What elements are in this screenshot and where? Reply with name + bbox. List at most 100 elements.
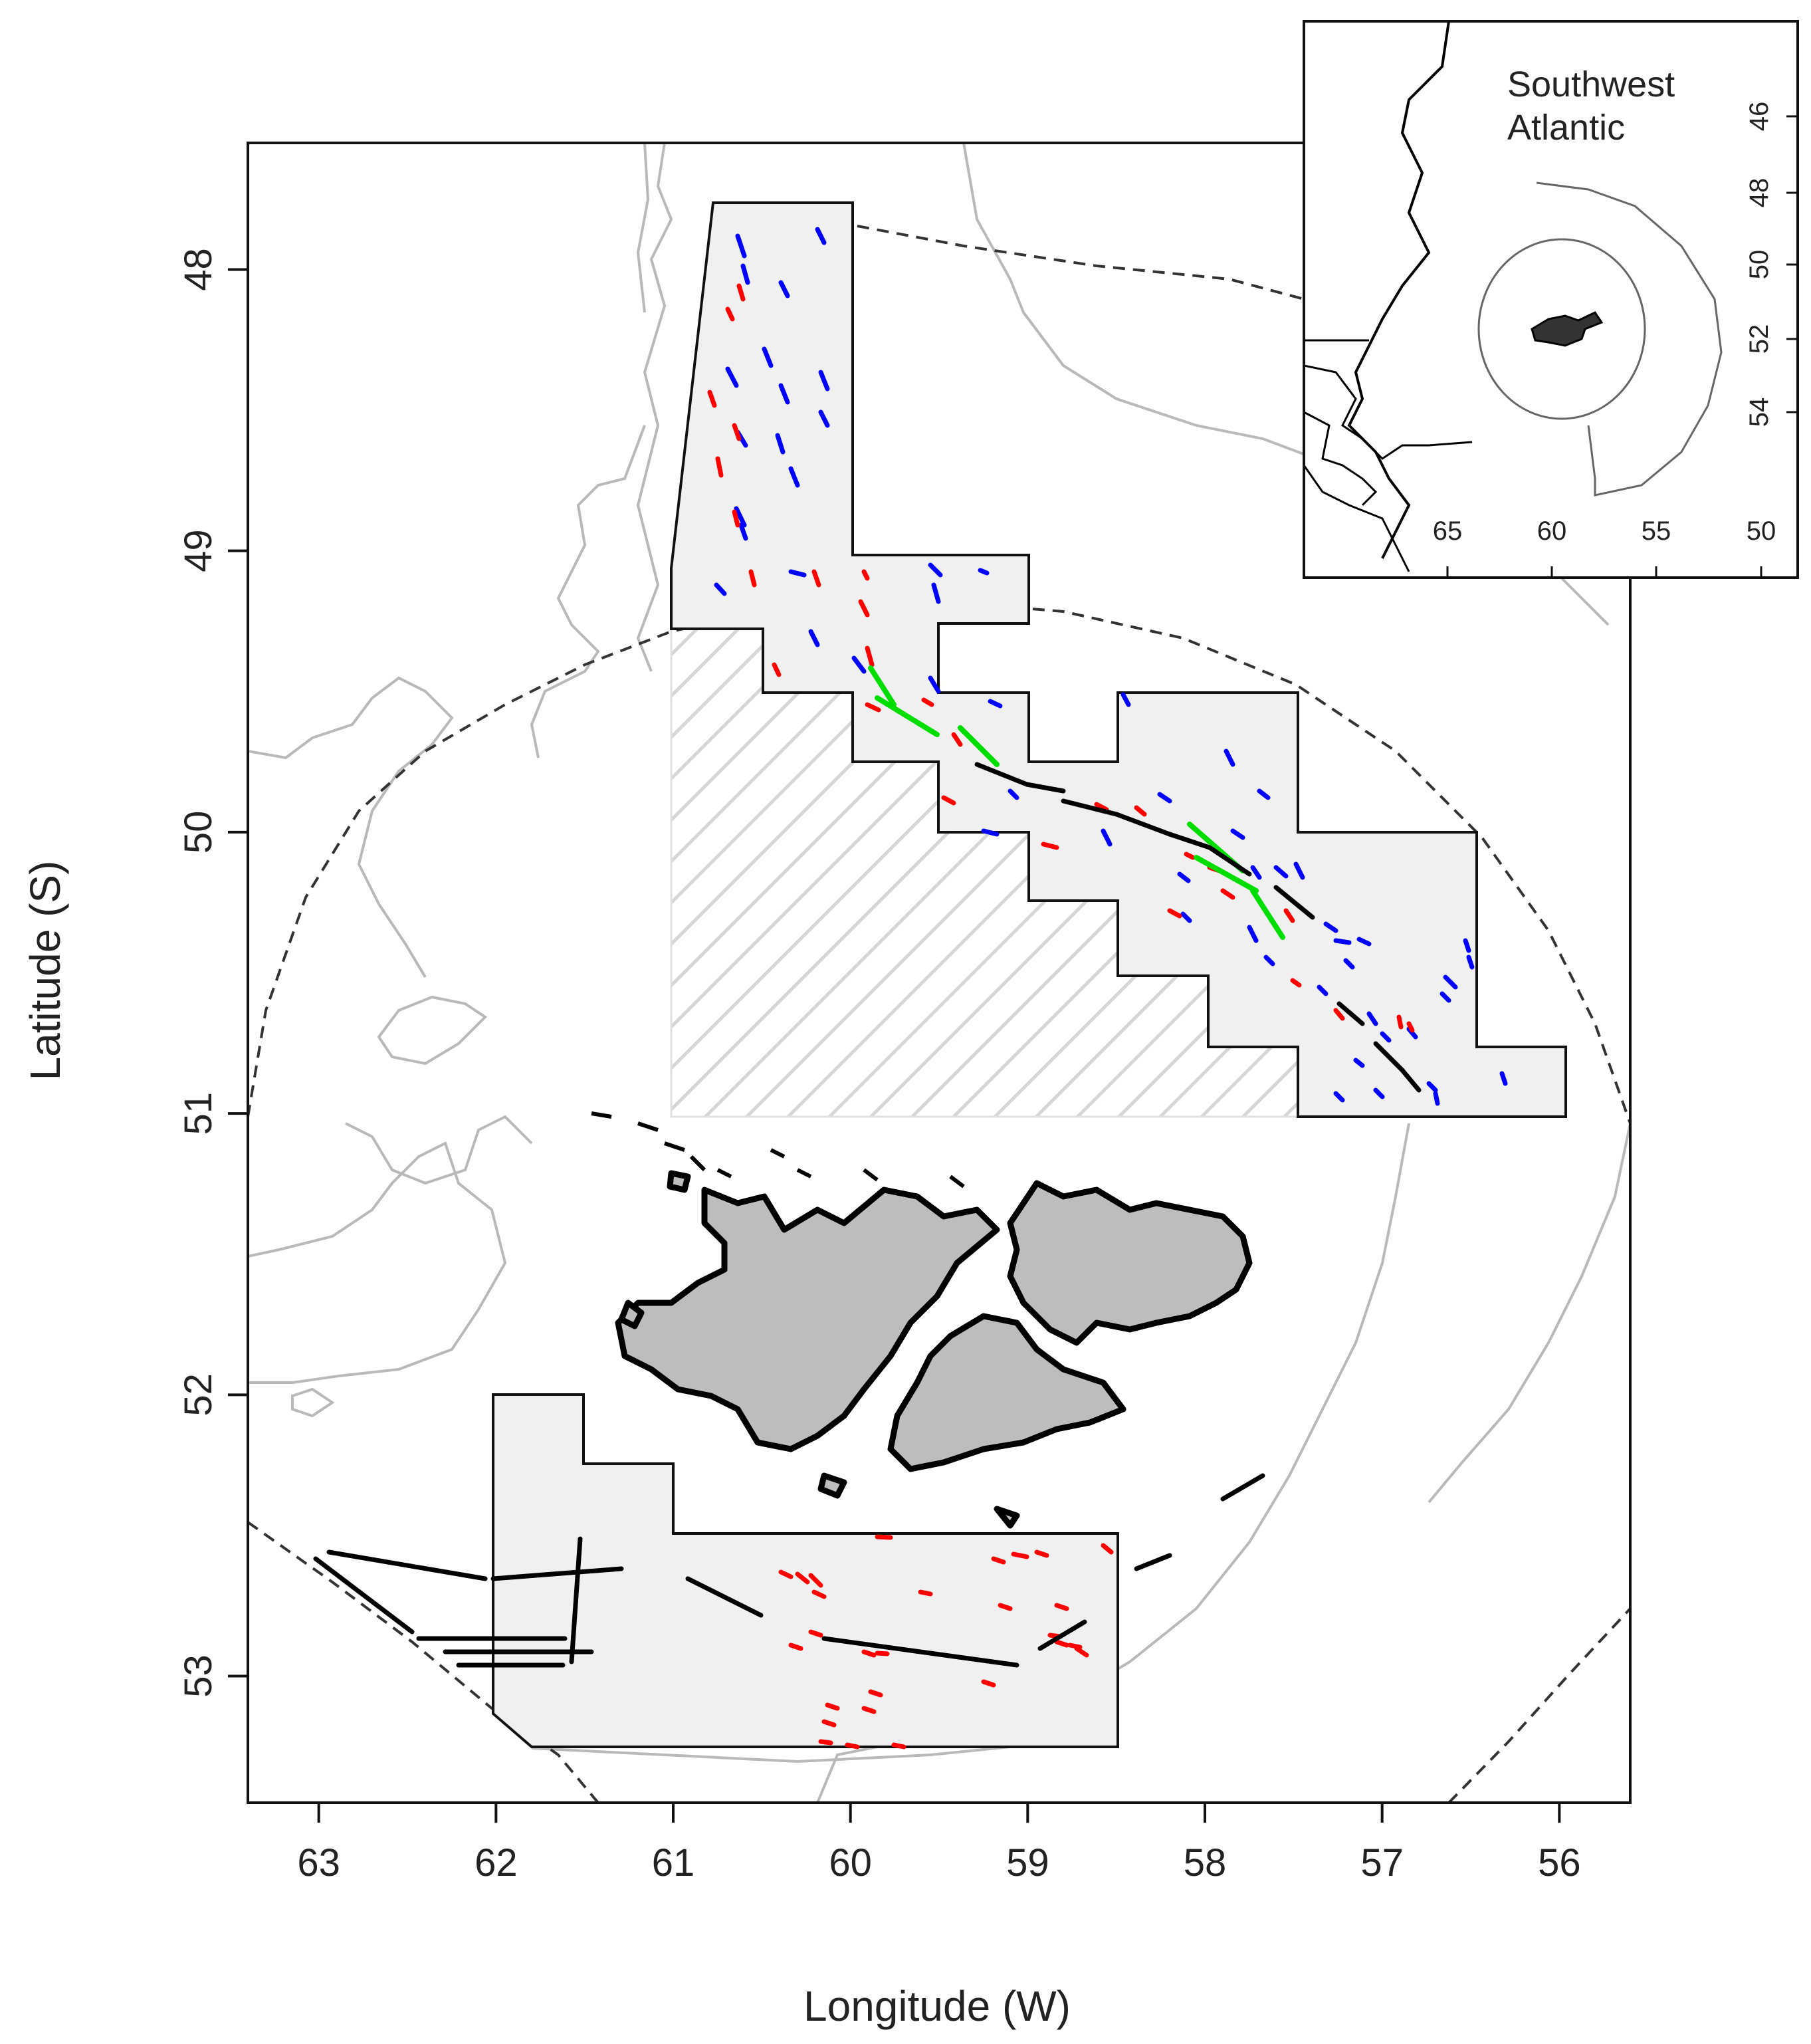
blue-track-segment	[1366, 1011, 1378, 1026]
black-track-segment	[1220, 1473, 1265, 1502]
green-track-segment	[875, 695, 940, 737]
red-track-segment	[845, 1742, 860, 1750]
red-track-segment	[891, 1742, 906, 1750]
inset-x-tick-label: 65	[1433, 516, 1463, 546]
isobath-north	[636, 143, 673, 672]
red-track-segment	[875, 1650, 890, 1656]
black-track-segment	[1024, 782, 1066, 794]
inset-x-tick-label: 60	[1537, 516, 1567, 546]
red-track-segment	[941, 795, 956, 806]
islet-2	[817, 1472, 847, 1499]
inset-zone-circle	[1477, 238, 1646, 420]
red-track-segment	[732, 509, 740, 528]
blue-track-segment	[1356, 937, 1372, 947]
blue-track-segment	[931, 582, 941, 604]
inset-y-axis: 46 48 50 52 54	[1745, 102, 1798, 427]
blue-track-segment	[1177, 871, 1191, 883]
red-track-segment	[811, 569, 821, 588]
zone-boundary-southeast	[1447, 1607, 1630, 1803]
blue-track-segment	[1317, 984, 1329, 996]
zone-boundary	[248, 225, 1630, 1803]
islet-4	[994, 1506, 1020, 1529]
blue-track-segment	[788, 466, 800, 488]
y-tick-label: 51	[177, 1092, 220, 1135]
blue-track-segment	[1008, 788, 1019, 800]
north-fishing-zone	[670, 201, 1567, 1118]
red-track-segment	[1094, 802, 1109, 812]
zone-boundary-circle	[248, 600, 1630, 1124]
inset-y-tick-label: 52	[1745, 324, 1774, 354]
isobath-north-inner	[636, 143, 650, 313]
red-track-segment	[1054, 1603, 1069, 1611]
inset-title-line2: Atlantic	[1507, 108, 1625, 148]
blue-track-segment	[1257, 788, 1271, 800]
blue-track-segment	[1224, 748, 1235, 767]
blue-track-segment	[1499, 1071, 1508, 1086]
blue-track-segment	[1263, 955, 1275, 966]
y-tick-label: 52	[177, 1373, 220, 1417]
red-track-segment	[736, 283, 746, 302]
red-track-segment	[1333, 1008, 1345, 1021]
green-track-segment	[1250, 888, 1285, 940]
inset-y-tick-label: 50	[1745, 250, 1774, 280]
red-track-segment	[1167, 908, 1182, 919]
blue-track-segment	[738, 522, 748, 541]
black-track-segment	[1037, 1619, 1087, 1651]
red-track-segment	[861, 569, 870, 581]
black-track-segment	[1207, 845, 1252, 877]
blue-track-segment	[1120, 692, 1131, 707]
y-tick-label: 50	[177, 811, 220, 854]
blue-track-segment	[1380, 1031, 1392, 1043]
black-track-segment	[685, 1576, 764, 1618]
x-tick-label: 57	[1360, 1841, 1404, 1884]
isobath-far-east	[1428, 1123, 1630, 1504]
zone-boundary-southwest	[248, 1521, 599, 1803]
survey-tracks	[313, 227, 1508, 1750]
blue-track-segment	[1433, 1091, 1440, 1106]
red-track-segment	[998, 1603, 1013, 1611]
blue-track-segment	[734, 506, 747, 528]
green-track-segment	[868, 665, 897, 707]
red-track-segment	[748, 569, 757, 588]
black-track-segment	[326, 1549, 488, 1581]
inset-y-tick-label: 48	[1745, 178, 1774, 208]
black-track-segment	[569, 1536, 583, 1664]
blue-track-segment	[762, 346, 774, 368]
x-tick-label: 62	[475, 1841, 518, 1884]
inset-x-axis: 65 60 55 50	[1433, 516, 1776, 578]
blue-track-segment	[1439, 991, 1451, 1003]
blue-track-segment	[788, 569, 807, 578]
red-track-segment	[865, 702, 881, 713]
isobath-west-lower	[248, 1141, 507, 1384]
red-track-segment	[825, 1702, 840, 1711]
inset-y-tick-label: 46	[1745, 102, 1774, 132]
islet-1	[618, 1300, 645, 1329]
inset-falklands	[1531, 311, 1604, 347]
islet-3	[667, 1170, 691, 1193]
red-track-segment	[1054, 1639, 1069, 1648]
black-track-segment	[313, 1556, 415, 1635]
red-track-segment	[808, 1573, 823, 1588]
black-track-segment	[974, 762, 1029, 787]
red-track-segment	[821, 1719, 837, 1728]
isobath-west-bank	[530, 425, 646, 758]
red-track-segment	[858, 599, 870, 618]
red-track-segment	[707, 390, 717, 408]
blue-track-segment	[725, 366, 739, 388]
red-track-segment	[865, 645, 875, 667]
blue-track-segment	[988, 699, 1003, 709]
blue-track-segment	[778, 280, 790, 298]
inset-map: Southwest Atlantic 65 60 55 50 46 48 50 52 54	[1303, 20, 1799, 579]
blue-track-segment	[981, 828, 1000, 837]
red-track-segment	[981, 1679, 996, 1688]
blue-track-segment	[1426, 1081, 1438, 1093]
x-tick-label: 63	[297, 1841, 340, 1884]
black-track-segment	[1061, 798, 1119, 817]
blue-track-segment	[928, 675, 941, 694]
y-tick-label: 49	[177, 529, 220, 572]
inset-south-america-coast	[1347, 21, 1450, 559]
red-track-segment	[778, 1569, 794, 1579]
black-track-segment	[1167, 832, 1212, 850]
red-track-segment	[861, 1649, 877, 1658]
